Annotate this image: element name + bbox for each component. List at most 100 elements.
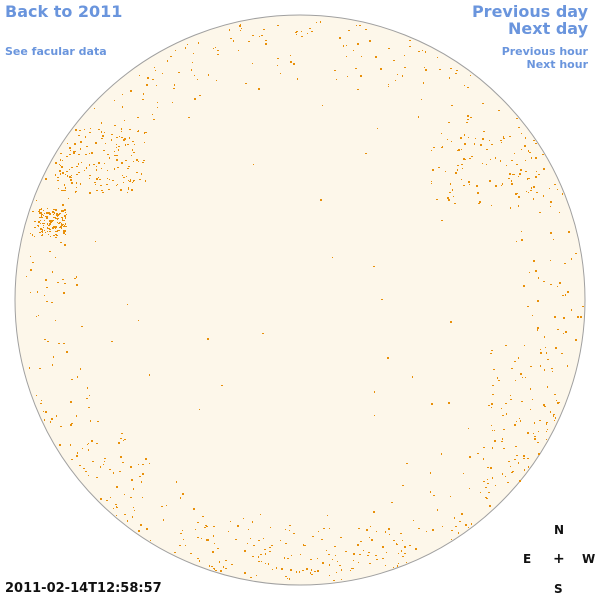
facula-mark [402, 485, 404, 486]
facula-mark [535, 270, 537, 272]
facula-mark [438, 167, 440, 168]
facula-mark [38, 226, 39, 227]
facula-mark [197, 537, 199, 538]
facula-mark [130, 466, 132, 468]
facula-mark [50, 222, 52, 223]
facula-mark [64, 190, 66, 191]
facula-mark [448, 402, 450, 404]
facula-mark [103, 464, 104, 465]
facula-mark [47, 213, 49, 214]
facula-mark [494, 430, 495, 431]
facula-mark [339, 37, 341, 39]
facula-mark [44, 295, 45, 296]
facula-mark [455, 526, 457, 527]
facula-mark [492, 430, 493, 431]
facula-mark [533, 433, 534, 434]
facula-mark [121, 162, 123, 164]
facula-mark [116, 486, 118, 488]
facula-mark [475, 138, 476, 139]
facula-mark [531, 187, 532, 189]
facula-mark [71, 459, 73, 460]
facula-mark [98, 162, 100, 164]
facula-mark [98, 129, 100, 130]
facula-mark [404, 546, 406, 548]
facula-mark [502, 473, 503, 475]
facula-mark [299, 571, 300, 573]
facula-mark [118, 442, 120, 444]
facula-mark [261, 561, 262, 562]
facula-mark [62, 204, 64, 206]
facula-mark [141, 173, 142, 175]
facula-mark [562, 295, 564, 296]
facula-mark [69, 176, 71, 178]
facula-mark [489, 505, 491, 507]
facula-mark [129, 137, 130, 139]
facula-mark [307, 33, 308, 34]
facula-mark [195, 529, 196, 530]
facula-mark [114, 168, 115, 170]
facula-mark [436, 199, 438, 200]
facula-mark [69, 154, 71, 155]
facula-mark [172, 102, 173, 103]
previous-hour-link[interactable]: Previous hour [501, 45, 588, 58]
facula-mark [483, 481, 485, 482]
facula-mark [453, 196, 454, 197]
facula-mark [337, 561, 338, 562]
facula-mark [492, 394, 494, 395]
facula-mark [374, 415, 375, 416]
facula-mark [559, 212, 560, 213]
facula-mark [510, 466, 511, 467]
facula-mark [369, 563, 371, 564]
back-to-year-link[interactable]: Back to 2011 [5, 2, 123, 21]
facula-mark [341, 569, 342, 571]
facula-mark [193, 53, 194, 54]
facula-mark [52, 364, 53, 366]
facula-mark [91, 440, 93, 442]
facula-mark [85, 154, 87, 155]
facula-mark [449, 192, 451, 193]
facula-mark [505, 403, 507, 404]
previous-day-link[interactable]: Previous day [471, 2, 588, 21]
facula-mark [57, 230, 58, 231]
facula-mark [542, 154, 544, 155]
facula-mark [37, 291, 38, 293]
facula-mark [461, 179, 462, 180]
facula-mark [125, 160, 127, 161]
facula-mark [546, 423, 547, 425]
facula-mark [495, 157, 496, 159]
facula-mark [217, 54, 219, 55]
facula-mark [350, 570, 351, 571]
facula-mark [61, 210, 63, 212]
facula-mark [141, 481, 142, 483]
facula-mark [557, 402, 559, 404]
facula-mark [388, 84, 389, 85]
facula-mark [110, 497, 111, 498]
facula-mark [47, 341, 49, 342]
see-facular-data-link[interactable]: See facular data [5, 45, 107, 58]
facula-mark [42, 234, 43, 236]
facula-mark [489, 180, 491, 182]
facula-mark [501, 441, 503, 442]
facula-mark [270, 527, 271, 528]
facula-mark [518, 176, 519, 177]
facula-mark [514, 361, 516, 362]
next-hour-link[interactable]: Next hour [526, 58, 589, 71]
facula-mark [213, 526, 215, 527]
facula-mark [441, 133, 442, 134]
facula-mark [131, 189, 133, 191]
facula-mark [488, 492, 490, 493]
facula-mark [225, 560, 227, 561]
facula-mark [310, 559, 312, 560]
facula-mark [114, 125, 116, 126]
facula-mark [145, 132, 147, 133]
facula-mark [317, 570, 319, 572]
facula-mark [78, 154, 80, 155]
facula-mark [259, 36, 260, 37]
facula-mark [371, 539, 373, 541]
facula-mark [120, 438, 122, 439]
facula-mark [500, 140, 502, 141]
facula-mark [29, 367, 30, 369]
facula-mark [111, 139, 112, 141]
next-day-link[interactable]: Next day [508, 19, 588, 38]
facula-mark [116, 137, 118, 138]
